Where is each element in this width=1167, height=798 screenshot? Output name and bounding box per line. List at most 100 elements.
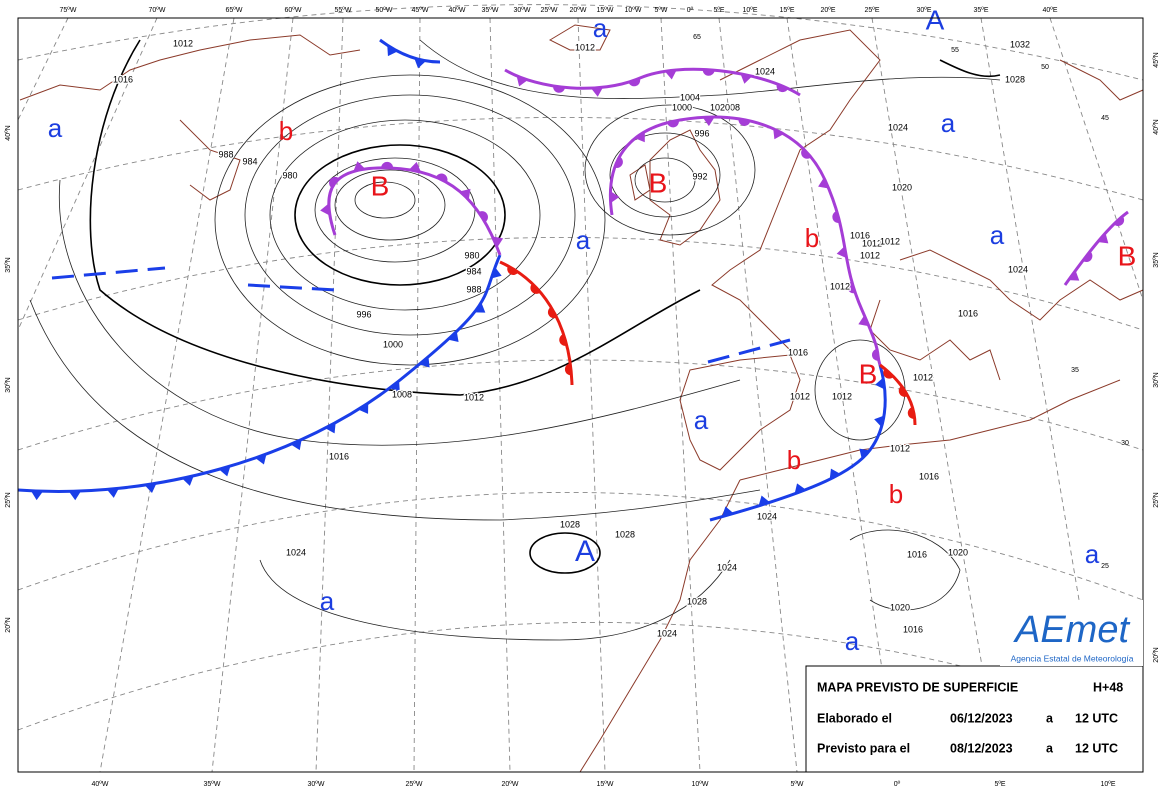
front-symbol [564,363,572,376]
front-symbol [702,117,715,127]
isobar-label: 1012 [913,372,933,382]
isobar-label: 1012 [830,281,850,291]
front-triangle [290,439,302,451]
bottom-lon-label: 5ºE [994,781,1005,788]
isobar-label: 988 [218,149,233,159]
front-symbol [144,483,157,494]
front-symbol [875,377,885,390]
low-pressure-center: b [787,445,801,475]
low-pressure-center: B [649,167,668,198]
isobar-label: 1008 [720,102,740,112]
front-triangle [859,448,871,460]
isobar-label: 1016 [329,451,349,461]
isobar-label: 1020 [948,547,968,557]
front-symbol [414,58,426,69]
issued-label: Elaborado el [817,711,892,725]
isobar-label: 1000 [383,339,403,349]
front-triangle [387,45,398,57]
isobar-label: 980 [464,250,479,260]
front-symbol [320,203,330,216]
front-symbol [325,422,336,434]
top-lon-label: 35ºW [482,7,499,14]
front-triangle [106,488,119,498]
trough-line [51,266,166,280]
low-pressure-center: B [371,170,390,201]
front-symbol [1097,232,1109,244]
front-symbol [722,506,734,517]
front-symbol [883,368,894,379]
front-symbol [858,315,869,327]
isobar-label: 1000 [672,102,692,112]
isobar-label: 1020 [890,602,910,612]
front-semicircle [702,69,715,76]
front-symbol [907,407,915,419]
front-symbol [628,78,641,87]
front-triangle [389,380,400,392]
front-triangle [68,491,81,501]
low-pressure-center: B [1118,240,1137,271]
logo-name: AEmet [1013,609,1130,651]
top-lon-label: 25ºW [541,7,558,14]
front-semicircle [530,283,541,294]
bottom-lon-label: 25ºW [406,781,423,788]
grid-number: 65 [693,34,701,41]
isobar-label: 1016 [113,74,133,84]
valid-date: 08/12/2023 [950,741,1013,755]
front-symbol [847,281,856,294]
top-lon-label: 10ºW [625,7,642,14]
right-lat-label: 20ºN [1153,647,1160,662]
bottom-lon-label: 40ºW [92,781,109,788]
right-lat-label: 35ºN [1153,252,1160,267]
front-symbol [419,356,430,368]
fronts [17,38,1129,522]
left-lat-label: 35ºN [5,257,12,272]
isobar-label: 1012 [860,250,880,260]
front-triangle [353,161,366,172]
info-box [805,665,1144,773]
high-pressure-center: a [990,220,1005,250]
isobar-label: 1028 [687,596,707,606]
front-triangle [492,236,504,248]
high-pressure-center: a [593,13,608,43]
front-symbol [68,491,81,501]
bottom-lon-label: 0º [894,781,901,788]
top-lon-label: 5ºE [713,7,724,14]
front-symbol [436,173,448,183]
isobar-label: 1024 [757,511,777,521]
left-lat-label: 30ºN [5,377,12,392]
front-triangle [591,87,604,97]
front-triangle [664,69,677,80]
front-triangle [702,117,715,127]
front-symbol [614,156,623,168]
high-pressure-center: a [845,626,860,656]
bottom-lon-label: 35ºW [204,781,221,788]
isobar-label: 1028 [615,529,635,539]
front-symbol [738,118,751,126]
isobar-label: 1020 [710,102,730,112]
front-symbol [478,211,488,223]
front-symbol [829,468,841,480]
logo-subtitle: Agencia Estatal de Meteorología [1011,653,1134,663]
occluded-front [608,115,882,366]
front-symbol [492,236,504,248]
grid-number: 35 [1071,367,1079,374]
high-pressure-center: a [941,108,956,138]
front-triangle [255,453,267,465]
high-pressure-center: a [1085,539,1100,569]
left-lat-label: 25ºN [5,492,12,507]
right-lat-label: 45ºN [1153,52,1160,67]
front-triangle [218,466,231,477]
front-symbol [1113,216,1125,227]
front-triangle [874,415,885,428]
front-symbol [516,75,528,87]
front-triangle [634,131,645,143]
front-semicircle [667,120,679,128]
top-lon-label: 65ºW [226,7,243,14]
front-symbol [448,331,459,343]
front-semicircle [614,156,623,168]
bottom-lon-label: 5ºW [790,781,803,788]
occluded-front [327,166,502,256]
labels: 75ºW 70ºW 65ºW 60ºW 55ºW 50ºW 45ºW 40ºW 35ºW 30ºW… [5,4,1160,787]
bottom-lon-label: 20ºW [502,781,519,788]
front-semicircle [478,211,488,223]
